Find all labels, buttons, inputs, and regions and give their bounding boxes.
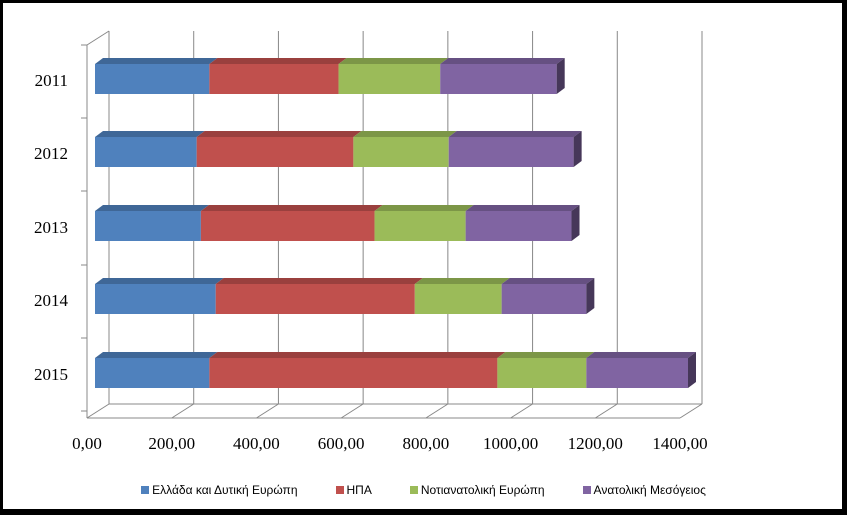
bar-side: [573, 131, 582, 167]
bar: [200, 211, 375, 241]
bar-top: [209, 58, 347, 64]
bar-top: [497, 352, 595, 358]
bar-top: [95, 58, 218, 64]
bar: [338, 64, 441, 94]
y-tick-label: 2015: [34, 365, 68, 384]
bar: [448, 137, 574, 167]
x-tick-label: 600,00: [318, 434, 365, 453]
bar: [209, 358, 498, 388]
bar: [497, 358, 587, 388]
legend-swatch: [582, 486, 591, 494]
legend-entry: Νοτιανατολική Ευρώπη: [409, 483, 545, 497]
legend-swatch: [335, 486, 344, 494]
bar-top: [209, 352, 506, 358]
bar-top: [95, 352, 218, 358]
bar-side: [556, 58, 565, 94]
y-tick-label: 2011: [35, 71, 68, 90]
bar-top: [448, 131, 582, 137]
left-wall-top: [86, 30, 110, 46]
floor-gridline: [595, 403, 618, 419]
legend: Ελλάδα και Δυτική Ευρώπη ΗΠΑ Νοτιανατολική…: [0, 480, 847, 500]
bar-top: [196, 131, 362, 137]
legend-label: Ανατολική Μεσόγειος: [593, 483, 706, 497]
legend-label: Νοτιανατολική Ευρώπη: [420, 483, 545, 497]
floor-gridline: [679, 403, 703, 419]
bar: [501, 284, 587, 314]
legend-entry: Ελλάδα και Δυτική Ευρώπη: [141, 483, 298, 497]
x-tick-label: 1000,00: [483, 434, 538, 453]
bar: [95, 284, 216, 314]
y-tick-label: 2012: [34, 144, 68, 163]
bar-top: [215, 278, 423, 284]
bar-top: [501, 278, 595, 284]
legend-swatch: [141, 486, 150, 494]
floor-gridline: [425, 403, 449, 419]
floor-gridline: [171, 403, 194, 419]
bar: [95, 64, 210, 94]
legend-entry: ΗΠΑ: [335, 483, 372, 497]
bar: [215, 284, 415, 314]
bar-top: [95, 131, 205, 137]
bar: [414, 284, 502, 314]
bar-top: [95, 205, 209, 211]
bar-side: [571, 205, 580, 241]
x-tick-label: 800,00: [402, 434, 449, 453]
bar: [440, 64, 557, 94]
x-tick-label: 0,00: [72, 434, 102, 453]
floor-gridline: [86, 403, 110, 419]
x-tick-label: 400,00: [233, 434, 280, 453]
bar: [465, 211, 572, 241]
bar: [95, 211, 201, 241]
bar-top: [353, 131, 457, 137]
y-tick-label: 2014: [34, 291, 69, 310]
bar-top: [586, 352, 696, 358]
bar: [353, 137, 449, 167]
legend-label: Ελλάδα και Δυτική Ευρώπη: [152, 483, 298, 497]
x-tick-label: 1200,00: [568, 434, 623, 453]
floor-gridline: [510, 403, 533, 419]
bar-top: [440, 58, 565, 64]
bar-top: [338, 58, 449, 64]
bar: [95, 358, 210, 388]
floor-gridline: [340, 403, 364, 419]
bar-top: [95, 278, 224, 284]
bar-top: [374, 205, 474, 211]
bar: [209, 64, 339, 94]
legend-entry: Ανατολική Μεσόγειος: [582, 483, 706, 497]
bar: [196, 137, 354, 167]
y-tick-label: 2013: [34, 218, 68, 237]
x-tick-label: 200,00: [148, 434, 195, 453]
bar-top: [200, 205, 383, 211]
legend-label: ΗΠΑ: [346, 483, 372, 497]
bar-side: [688, 352, 696, 388]
floor-gridline: [256, 403, 279, 419]
bar-top: [414, 278, 510, 284]
bar: [95, 137, 197, 167]
x-tick-label: 1400,00: [652, 434, 707, 453]
bar: [586, 358, 688, 388]
bar-top: [465, 205, 580, 211]
bar-side: [586, 278, 595, 314]
bar: [374, 211, 466, 241]
legend-swatch: [409, 486, 418, 494]
